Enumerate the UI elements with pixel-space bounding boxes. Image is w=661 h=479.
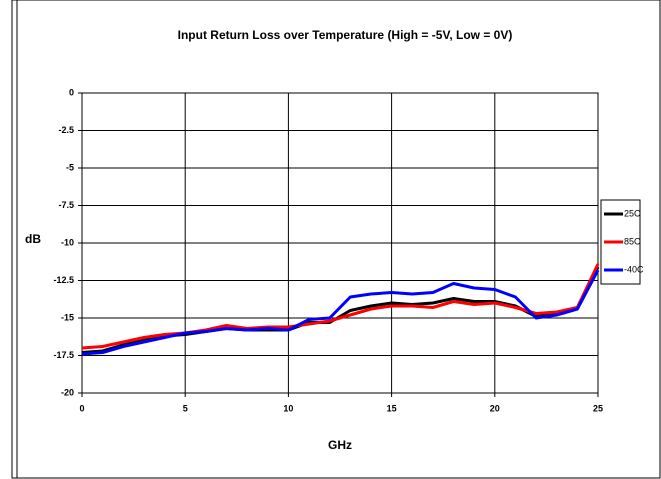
x-tick-label: 25 [593, 403, 603, 413]
y-tick-label: -12.5 [53, 275, 74, 285]
legend-label: -40C [624, 264, 644, 274]
x-tick-label: 10 [283, 403, 293, 413]
x-tick-label: 0 [79, 403, 84, 413]
series-line [81, 269, 600, 356]
x-axis-label: GHz [328, 438, 352, 452]
y-axis-label: dB [25, 232, 41, 246]
y-tick-label: -5 [66, 162, 74, 172]
chart-title: Input Return Loss over Temperature (High… [178, 28, 513, 42]
x-tick-label: 15 [387, 403, 397, 413]
legend-label: 85C [624, 236, 641, 246]
y-tick-label: -10 [61, 237, 74, 247]
series-line [81, 263, 600, 350]
x-tick-label: 5 [183, 403, 188, 413]
y-tick-label: -2.5 [58, 125, 74, 135]
y-tick-label: -7.5 [58, 200, 74, 210]
x-tick-label: 20 [490, 403, 500, 413]
legend-label: 25C [624, 208, 641, 218]
y-tick-label: -20 [61, 387, 74, 397]
y-tick-label: -15 [61, 312, 74, 322]
y-tick-label: 0 [69, 87, 74, 97]
y-tick-label: -17.5 [53, 350, 74, 360]
